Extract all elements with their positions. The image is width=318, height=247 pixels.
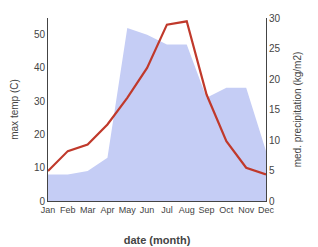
svg-text:Jan: Jan (41, 205, 56, 215)
svg-text:20: 20 (34, 129, 46, 140)
svg-text:Aug: Aug (179, 205, 195, 215)
svg-text:Jul: Jul (161, 205, 173, 215)
svg-text:10: 10 (34, 162, 46, 173)
svg-text:Oct: Oct (219, 205, 234, 215)
svg-text:Apr: Apr (100, 205, 114, 215)
svg-text:0: 0 (269, 196, 275, 207)
svg-text:med. precipitation (kg/m2): med. precipitation (kg/m2) (292, 52, 303, 168)
svg-text:Mar: Mar (80, 205, 96, 215)
svg-text:25: 25 (269, 43, 281, 54)
svg-text:date (month): date (month) (124, 234, 191, 246)
svg-text:0: 0 (39, 196, 45, 207)
svg-text:15: 15 (269, 104, 281, 115)
svg-text:max temp (C): max temp (C) (9, 79, 20, 140)
svg-text:May: May (119, 205, 137, 215)
svg-text:Feb: Feb (60, 205, 76, 215)
svg-text:30: 30 (34, 96, 46, 107)
svg-text:Dec: Dec (258, 205, 275, 215)
svg-text:50: 50 (34, 29, 46, 40)
svg-text:30: 30 (269, 13, 281, 24)
svg-text:40: 40 (34, 62, 46, 73)
svg-text:5: 5 (269, 165, 275, 176)
svg-text:Sep: Sep (199, 205, 215, 215)
svg-text:20: 20 (269, 74, 281, 85)
svg-text:Jun: Jun (140, 205, 155, 215)
svg-text:Nov: Nov (238, 205, 255, 215)
svg-text:10: 10 (269, 135, 281, 146)
